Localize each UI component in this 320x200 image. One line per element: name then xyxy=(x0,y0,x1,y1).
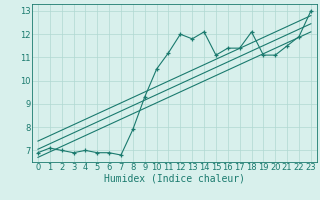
X-axis label: Humidex (Indice chaleur): Humidex (Indice chaleur) xyxy=(104,174,245,184)
